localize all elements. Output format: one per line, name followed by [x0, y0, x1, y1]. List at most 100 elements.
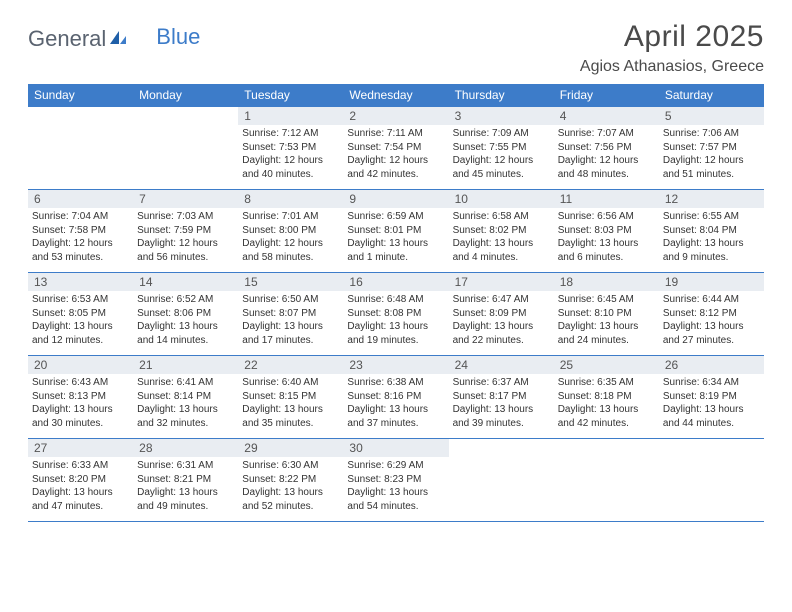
day-detail: Sunrise: 6:59 AMSunset: 8:01 PMDaylight:…: [347, 210, 444, 264]
day-number: 15: [238, 273, 343, 291]
day-detail: Sunrise: 7:01 AMSunset: 8:00 PMDaylight:…: [242, 210, 339, 264]
logo-sail-icon: [108, 27, 128, 53]
day-detail: Sunrise: 7:11 AMSunset: 7:54 PMDaylight:…: [347, 127, 444, 181]
day-cell: 16 Sunrise: 6:48 AMSunset: 8:08 PMDayligh…: [343, 273, 448, 355]
day-cell: 28 Sunrise: 6:31 AMSunset: 8:21 PMDayligh…: [133, 439, 238, 521]
day-number: 7: [133, 190, 238, 208]
day-detail: Sunrise: 6:48 AMSunset: 8:08 PMDaylight:…: [347, 293, 444, 347]
day-cell: 23 Sunrise: 6:38 AMSunset: 8:16 PMDayligh…: [343, 356, 448, 438]
day-number: 12: [659, 190, 764, 208]
day-cell: [554, 439, 659, 521]
day-cell: 6Sunrise: 7:04 AMSunset: 7:58 PMDaylight…: [28, 190, 133, 272]
day-cell: 20 Sunrise: 6:43 AMSunset: 8:13 PMDayligh…: [28, 356, 133, 438]
day-number: 29: [238, 439, 343, 457]
day-cell: 4 Sunrise: 7:07 AMSunset: 7:56 PMDaylight…: [554, 107, 659, 189]
day-number: 10: [449, 190, 554, 208]
calendar-grid: SundayMondayTuesdayWednesdayThursdayFrid…: [28, 84, 764, 522]
day-detail: Sunrise: 6:56 AMSunset: 8:03 PMDaylight:…: [558, 210, 655, 264]
day-detail: Sunrise: 6:41 AMSunset: 8:14 PMDaylight:…: [137, 376, 234, 430]
day-number: 28: [133, 439, 238, 457]
weekday-header: Thursday: [449, 84, 554, 107]
week-row: 1 Sunrise: 7:12 AMSunset: 7:53 PMDaylight…: [28, 107, 764, 190]
day-cell: [449, 439, 554, 521]
day-cell: 8Sunrise: 7:01 AMSunset: 8:00 PMDaylight…: [238, 190, 343, 272]
day-detail: Sunrise: 6:43 AMSunset: 8:13 PMDaylight:…: [32, 376, 129, 430]
day-number: 11: [554, 190, 659, 208]
day-number: 9: [343, 190, 448, 208]
day-number: 5: [659, 107, 764, 125]
day-cell: [133, 107, 238, 189]
day-cell: 17 Sunrise: 6:47 AMSunset: 8:09 PMDayligh…: [449, 273, 554, 355]
day-cell: 21 Sunrise: 6:41 AMSunset: 8:14 PMDayligh…: [133, 356, 238, 438]
day-detail: Sunrise: 6:38 AMSunset: 8:16 PMDaylight:…: [347, 376, 444, 430]
day-cell: 11 Sunrise: 6:56 AMSunset: 8:03 PMDayligh…: [554, 190, 659, 272]
day-detail: Sunrise: 6:50 AMSunset: 8:07 PMDaylight:…: [242, 293, 339, 347]
day-detail: Sunrise: 7:12 AMSunset: 7:53 PMDaylight:…: [242, 127, 339, 181]
weekday-header-row: SundayMondayTuesdayWednesdayThursdayFrid…: [28, 84, 764, 107]
day-detail: Sunrise: 6:45 AMSunset: 8:10 PMDaylight:…: [558, 293, 655, 347]
day-detail: Sunrise: 6:33 AMSunset: 8:20 PMDaylight:…: [32, 459, 129, 513]
day-number: 14: [133, 273, 238, 291]
day-detail: Sunrise: 6:30 AMSunset: 8:22 PMDaylight:…: [242, 459, 339, 513]
day-cell: 18Sunrise: 6:45 AMSunset: 8:10 PMDayligh…: [554, 273, 659, 355]
day-cell: 27 Sunrise: 6:33 AMSunset: 8:20 PMDayligh…: [28, 439, 133, 521]
day-number: 13: [28, 273, 133, 291]
day-number: 21: [133, 356, 238, 374]
day-number: 22: [238, 356, 343, 374]
day-cell: 12Sunrise: 6:55 AMSunset: 8:04 PMDayligh…: [659, 190, 764, 272]
day-cell: 30 Sunrise: 6:29 AMSunset: 8:23 PMDayligh…: [343, 439, 448, 521]
day-cell: 14Sunrise: 6:52 AMSunset: 8:06 PMDayligh…: [133, 273, 238, 355]
header: General Blue April 2025 Agios Athanasios…: [28, 20, 764, 76]
weekday-header: Wednesday: [343, 84, 448, 107]
day-number: 25: [554, 356, 659, 374]
day-detail: Sunrise: 6:35 AMSunset: 8:18 PMDaylight:…: [558, 376, 655, 430]
day-number: 27: [28, 439, 133, 457]
calendar-page: General Blue April 2025 Agios Athanasios…: [0, 0, 792, 522]
day-cell: 3Sunrise: 7:09 AMSunset: 7:55 PMDaylight…: [449, 107, 554, 189]
day-cell: 7Sunrise: 7:03 AMSunset: 7:59 PMDaylight…: [133, 190, 238, 272]
day-number: 26: [659, 356, 764, 374]
day-number: 17: [449, 273, 554, 291]
day-detail: Sunrise: 6:44 AMSunset: 8:12 PMDaylight:…: [663, 293, 760, 347]
day-cell: 13Sunrise: 6:53 AMSunset: 8:05 PMDayligh…: [28, 273, 133, 355]
weekday-header: Sunday: [28, 84, 133, 107]
day-cell: [659, 439, 764, 521]
day-detail: Sunrise: 6:40 AMSunset: 8:15 PMDaylight:…: [242, 376, 339, 430]
day-detail: Sunrise: 6:58 AMSunset: 8:02 PMDaylight:…: [453, 210, 550, 264]
weekday-header: Friday: [554, 84, 659, 107]
day-number: 20: [28, 356, 133, 374]
day-cell: 9 Sunrise: 6:59 AMSunset: 8:01 PMDaylight…: [343, 190, 448, 272]
location: Agios Athanasios, Greece: [580, 58, 764, 76]
day-detail: Sunrise: 7:06 AMSunset: 7:57 PMDaylight:…: [663, 127, 760, 181]
title-block: April 2025 Agios Athanasios, Greece: [580, 20, 764, 76]
day-detail: Sunrise: 6:31 AMSunset: 8:21 PMDaylight:…: [137, 459, 234, 513]
day-number: 4: [554, 107, 659, 125]
day-number: 3: [449, 107, 554, 125]
day-detail: Sunrise: 6:29 AMSunset: 8:23 PMDaylight:…: [347, 459, 444, 513]
day-detail: Sunrise: 6:37 AMSunset: 8:17 PMDaylight:…: [453, 376, 550, 430]
day-cell: 25 Sunrise: 6:35 AMSunset: 8:18 PMDayligh…: [554, 356, 659, 438]
day-number: 30: [343, 439, 448, 457]
day-number: 16: [343, 273, 448, 291]
day-detail: Sunrise: 6:47 AMSunset: 8:09 PMDaylight:…: [453, 293, 550, 347]
day-detail: Sunrise: 6:34 AMSunset: 8:19 PMDaylight:…: [663, 376, 760, 430]
logo: General Blue: [28, 26, 200, 52]
day-number: 23: [343, 356, 448, 374]
day-cell: 2Sunrise: 7:11 AMSunset: 7:54 PMDaylight…: [343, 107, 448, 189]
weeks-container: 1 Sunrise: 7:12 AMSunset: 7:53 PMDaylight…: [28, 107, 764, 522]
week-row: 13Sunrise: 6:53 AMSunset: 8:05 PMDayligh…: [28, 273, 764, 356]
week-row: 27 Sunrise: 6:33 AMSunset: 8:20 PMDayligh…: [28, 439, 764, 522]
day-detail: Sunrise: 7:07 AMSunset: 7:56 PMDaylight:…: [558, 127, 655, 181]
day-number: 24: [449, 356, 554, 374]
day-detail: Sunrise: 7:04 AMSunset: 7:58 PMDaylight:…: [32, 210, 129, 264]
day-cell: 24 Sunrise: 6:37 AMSunset: 8:17 PMDayligh…: [449, 356, 554, 438]
week-row: 20 Sunrise: 6:43 AMSunset: 8:13 PMDayligh…: [28, 356, 764, 439]
logo-text-1: General: [28, 26, 106, 52]
logo-text-2: Blue: [156, 24, 200, 50]
day-cell: 10 Sunrise: 6:58 AMSunset: 8:02 PMDayligh…: [449, 190, 554, 272]
day-cell: 5 Sunrise: 7:06 AMSunset: 7:57 PMDaylight…: [659, 107, 764, 189]
day-cell: 19Sunrise: 6:44 AMSunset: 8:12 PMDayligh…: [659, 273, 764, 355]
day-number: 1: [238, 107, 343, 125]
weekday-header: Saturday: [659, 84, 764, 107]
week-row: 6Sunrise: 7:04 AMSunset: 7:58 PMDaylight…: [28, 190, 764, 273]
